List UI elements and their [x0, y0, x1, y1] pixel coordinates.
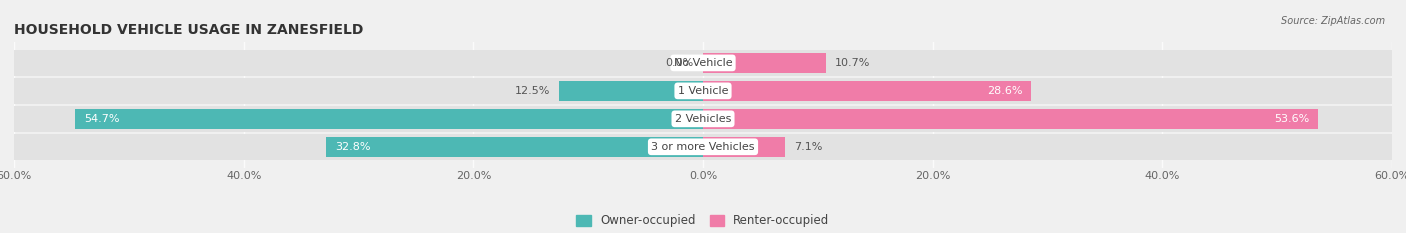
Text: 1 Vehicle: 1 Vehicle	[678, 86, 728, 96]
Text: HOUSEHOLD VEHICLE USAGE IN ZANESFIELD: HOUSEHOLD VEHICLE USAGE IN ZANESFIELD	[14, 23, 363, 37]
Text: 12.5%: 12.5%	[515, 86, 550, 96]
Text: 28.6%: 28.6%	[987, 86, 1022, 96]
Bar	[560, 81, 703, 101]
Text: 54.7%: 54.7%	[84, 114, 120, 124]
Text: 32.8%: 32.8%	[336, 142, 371, 152]
Text: 7.1%: 7.1%	[794, 142, 823, 152]
Bar	[75, 109, 703, 129]
Text: 10.7%: 10.7%	[835, 58, 870, 68]
Text: 0.0%: 0.0%	[665, 58, 693, 68]
Bar	[703, 81, 1032, 101]
Bar	[703, 137, 785, 157]
Text: 53.6%: 53.6%	[1274, 114, 1309, 124]
Bar	[14, 106, 1392, 132]
Bar	[703, 53, 825, 73]
Text: 3 or more Vehicles: 3 or more Vehicles	[651, 142, 755, 152]
Legend: Owner-occupied, Renter-occupied: Owner-occupied, Renter-occupied	[576, 214, 830, 227]
Bar	[14, 78, 1392, 104]
Bar	[14, 50, 1392, 76]
Bar	[703, 109, 1319, 129]
Text: 2 Vehicles: 2 Vehicles	[675, 114, 731, 124]
Bar	[326, 137, 703, 157]
Bar	[14, 134, 1392, 160]
Text: No Vehicle: No Vehicle	[673, 58, 733, 68]
Text: Source: ZipAtlas.com: Source: ZipAtlas.com	[1281, 16, 1385, 26]
